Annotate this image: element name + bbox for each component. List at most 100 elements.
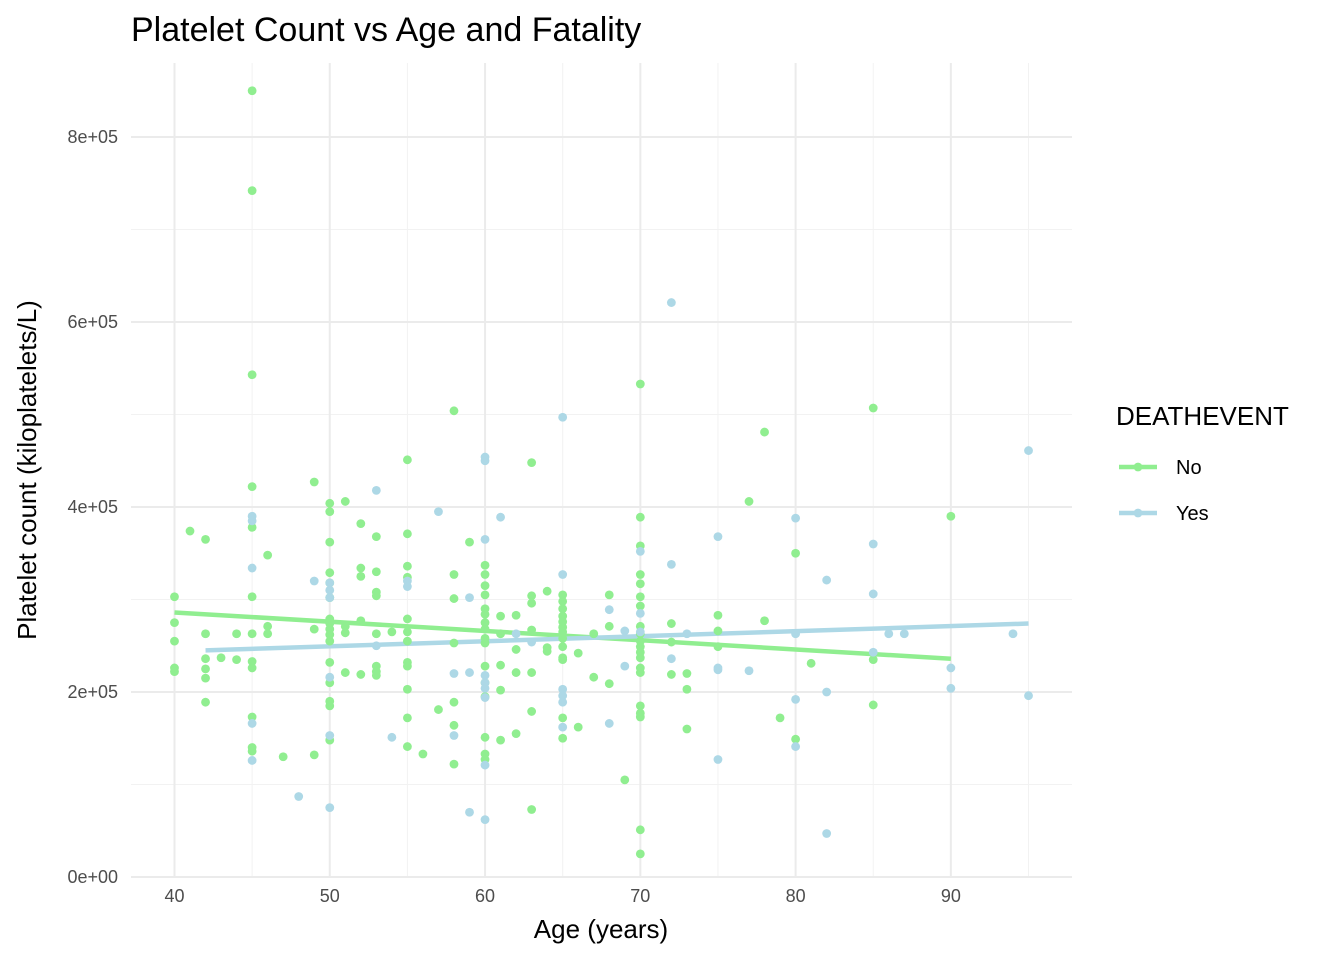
point-no [744, 497, 754, 506]
point-no [309, 624, 319, 634]
point-yes [899, 629, 909, 639]
point-no [635, 570, 645, 579]
point-no [170, 618, 179, 628]
point-no [542, 646, 552, 656]
point-no [527, 458, 537, 467]
point-yes [946, 663, 956, 673]
point-yes [465, 668, 474, 677]
point-no [558, 633, 568, 643]
point-yes [868, 539, 878, 549]
point-no [635, 379, 645, 389]
point-no [449, 720, 459, 730]
point-yes [868, 647, 878, 657]
point-yes [371, 641, 381, 651]
point-no [496, 685, 505, 695]
point-yes [247, 563, 257, 573]
point-no [201, 664, 210, 674]
point-no [449, 406, 459, 416]
point-yes [247, 756, 257, 765]
point-no [371, 532, 381, 541]
point-yes [558, 722, 568, 732]
point-yes [884, 629, 894, 639]
point-yes [604, 605, 614, 615]
point-yes [558, 412, 568, 422]
point-yes [325, 672, 335, 682]
point-no [558, 596, 568, 606]
point-no [760, 616, 769, 626]
point-yes [620, 661, 630, 671]
point-no [635, 712, 645, 722]
point-no [247, 370, 257, 380]
x-tick-label: 50 [320, 886, 340, 906]
point-yes [558, 691, 568, 701]
legend-key-point [1133, 462, 1143, 472]
point-no [806, 658, 816, 668]
point-no [511, 729, 521, 739]
y-tick-label: 6e+05 [67, 312, 118, 332]
point-no [946, 511, 956, 521]
point-yes [791, 513, 801, 523]
point-no [635, 701, 645, 711]
chart-title: Platelet Count vs Age and Fatality [131, 11, 641, 49]
point-no [682, 669, 692, 678]
point-no [713, 642, 723, 652]
point-no [573, 648, 583, 658]
point-no [511, 610, 521, 620]
point-no [666, 637, 676, 647]
point-no [325, 636, 335, 646]
point-no [635, 512, 645, 522]
legend: DEATHEVENT No Yes [1116, 401, 1289, 525]
point-no [402, 636, 412, 646]
point-no [263, 621, 273, 631]
point-yes [822, 687, 832, 697]
point-yes [480, 456, 490, 466]
point-yes [480, 670, 490, 680]
point-yes [527, 637, 537, 647]
point-no [402, 713, 412, 723]
point-no [480, 590, 490, 600]
point-yes [1008, 629, 1018, 639]
point-no [325, 701, 335, 711]
point-yes [294, 792, 304, 801]
point-no [232, 629, 241, 639]
y-axis-title: Platelet count (kiloplatelets/L) [12, 300, 42, 640]
point-no [201, 697, 210, 707]
point-no [309, 750, 319, 760]
point-no [247, 629, 257, 639]
point-no [247, 657, 257, 666]
x-axis-title: Age (years) [534, 914, 668, 944]
legend-label: No [1176, 457, 1202, 479]
point-no [325, 658, 335, 667]
point-no [371, 591, 381, 601]
point-no [635, 849, 645, 859]
point-yes [635, 608, 645, 618]
point-no [402, 529, 412, 539]
point-yes [791, 629, 801, 639]
point-yes [666, 298, 676, 307]
point-no [356, 519, 366, 529]
point-no [170, 592, 179, 602]
point-yes [325, 578, 335, 588]
point-no [635, 825, 645, 835]
point-no [418, 749, 428, 759]
point-no [201, 673, 210, 683]
point-yes [558, 570, 568, 579]
point-yes [480, 815, 490, 825]
point-yes [402, 582, 412, 591]
point-yes [325, 803, 335, 813]
legend-label: Yes [1176, 503, 1209, 525]
point-no [216, 653, 226, 663]
point-no [666, 670, 676, 679]
point-yes [387, 732, 397, 742]
point-no [340, 668, 350, 677]
point-no [868, 403, 878, 413]
point-yes [791, 742, 801, 751]
point-yes [946, 683, 956, 693]
point-yes [465, 807, 474, 817]
point-no [511, 645, 521, 654]
point-no [434, 705, 443, 714]
point-no [325, 537, 335, 547]
point-no [247, 663, 257, 673]
x-tick-label: 90 [941, 886, 961, 906]
